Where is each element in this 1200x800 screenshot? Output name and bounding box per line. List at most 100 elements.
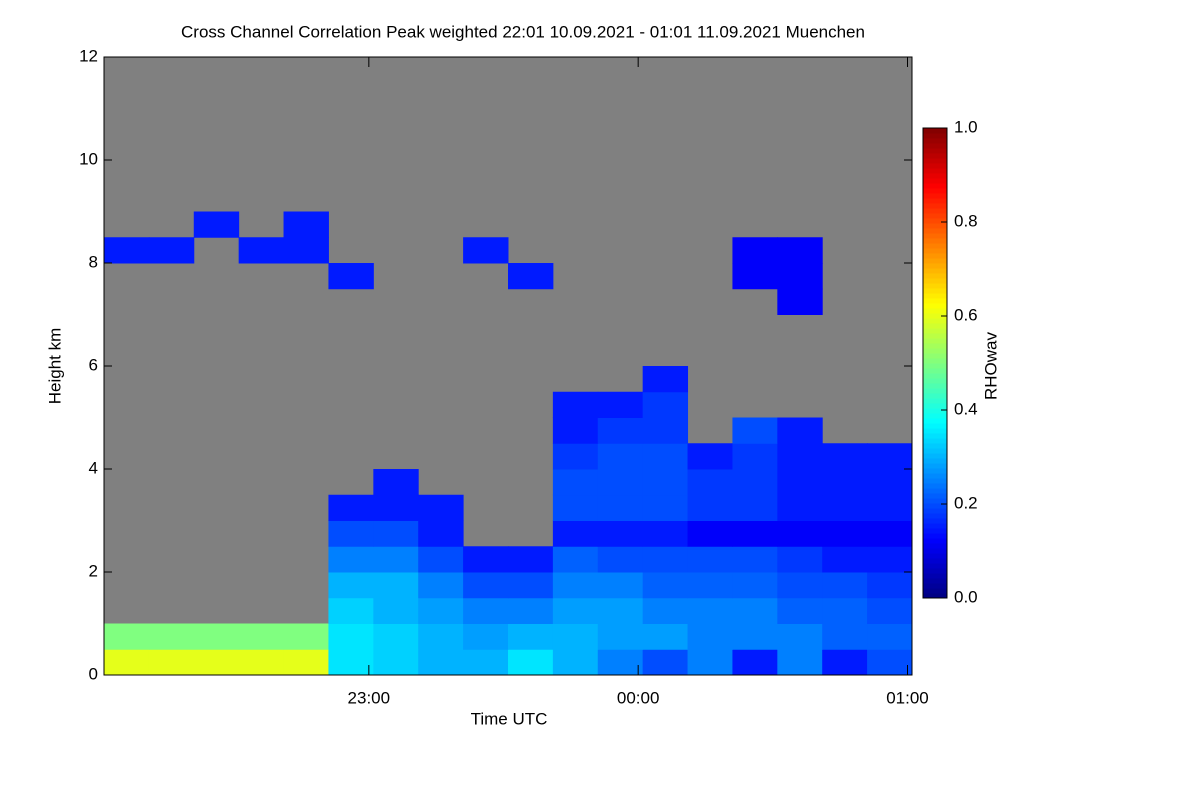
heatmap-cell <box>508 623 554 650</box>
y-tick-label: 4 <box>89 458 98 477</box>
y-tick-label: 2 <box>89 561 98 580</box>
colorbar-swatch <box>923 333 947 339</box>
colorbar-swatch <box>923 313 947 319</box>
heatmap-cell <box>822 623 868 650</box>
heatmap-cell <box>777 623 823 650</box>
colorbar-swatch <box>923 353 947 359</box>
heatmap-cell <box>508 572 554 599</box>
heatmap-cell <box>597 520 644 547</box>
colorbar-swatch <box>923 518 947 524</box>
colorbar-swatch <box>923 188 947 194</box>
heatmap-cell <box>777 263 823 290</box>
y-tick-label: 6 <box>89 355 98 374</box>
colorbar-swatch <box>923 513 947 519</box>
colorbar-swatch <box>923 263 947 269</box>
heatmap-cell <box>867 572 913 599</box>
colorbar-swatch <box>923 138 947 144</box>
colorbar-swatch <box>923 173 947 179</box>
heatmap-cell <box>328 494 374 521</box>
heatmap-cell <box>283 623 329 650</box>
heatmap-cell <box>328 623 374 650</box>
colorbar-swatch <box>923 423 947 429</box>
x-tick-label: 00:00 <box>617 688 660 707</box>
colorbar-swatch <box>923 568 947 574</box>
heatmap-cell <box>642 546 689 573</box>
heatmap-cell <box>642 391 689 418</box>
heatmap-cell <box>642 649 689 676</box>
colorbar-swatch <box>923 378 947 384</box>
colorbar-swatch <box>923 213 947 219</box>
colorbar-swatch <box>923 288 947 294</box>
heatmap-cell <box>238 237 285 264</box>
colorbar-swatch <box>923 438 947 444</box>
colorbar-swatch <box>923 133 947 139</box>
colorbar-swatch <box>923 468 947 474</box>
heatmap-cell <box>867 443 913 470</box>
heatmap-cell <box>597 443 644 470</box>
heatmap-cell <box>867 469 913 496</box>
colorbar-swatch <box>923 248 947 254</box>
heatmap-cell <box>283 211 329 238</box>
y-tick-label: 8 <box>89 252 98 271</box>
heatmap-cell <box>642 494 689 521</box>
colorbar-tick-label: 0.6 <box>954 305 978 324</box>
heatmap-cell <box>822 546 868 573</box>
colorbar-swatch <box>923 408 947 414</box>
colorbar-swatch <box>923 508 947 514</box>
colorbar-swatch <box>923 293 947 299</box>
heatmap-cell <box>642 520 689 547</box>
colorbar <box>923 128 947 599</box>
colorbar-swatch <box>923 148 947 154</box>
heatmap-cell <box>552 391 599 418</box>
heatmap-cell <box>777 469 823 496</box>
colorbar-swatch <box>923 223 947 229</box>
colorbar-swatch <box>923 543 947 549</box>
heatmap-cell <box>597 649 644 676</box>
colorbar-swatch <box>923 488 947 494</box>
heatmap-cell <box>822 469 868 496</box>
heatmap-cell <box>104 237 150 264</box>
heatmap-cell <box>597 572 644 599</box>
heatmap-cell <box>552 623 599 650</box>
heatmap-cell <box>104 623 150 650</box>
heatmap-cell <box>597 417 644 444</box>
heatmap-cell <box>373 546 419 573</box>
colorbar-swatch <box>923 443 947 449</box>
colorbar-swatch <box>923 273 947 279</box>
colorbar-swatch <box>923 393 947 399</box>
colorbar-swatch <box>923 548 947 554</box>
colorbar-swatch <box>923 303 947 309</box>
colorbar-swatch <box>923 203 947 209</box>
heatmap-cell <box>148 237 195 264</box>
colorbar-swatch <box>923 573 947 579</box>
colorbar-swatch <box>923 588 947 594</box>
colorbar-swatch <box>923 533 947 539</box>
heatmap-cell <box>418 597 464 624</box>
colorbar-swatch <box>923 523 947 529</box>
heatmap-cell <box>104 649 150 676</box>
heatmap-cell <box>508 263 554 290</box>
heatmap-cell <box>777 546 823 573</box>
heatmap-cell <box>687 443 733 470</box>
colorbar-swatch <box>923 368 947 374</box>
heatmap-cell <box>822 572 868 599</box>
heatmap-cell <box>552 443 599 470</box>
heatmap-cell <box>822 597 868 624</box>
colorbar-swatch <box>923 453 947 459</box>
heatmap-cell <box>373 469 419 496</box>
x-tick-label: 23:00 <box>348 688 391 707</box>
heatmap-cell <box>822 494 868 521</box>
heatmap-cell <box>552 469 599 496</box>
colorbar-swatch <box>923 218 947 224</box>
colorbar-swatch <box>923 233 947 239</box>
heatmap-cell <box>373 623 419 650</box>
heatmap-cell <box>867 494 913 521</box>
y-tick-label: 10 <box>79 149 98 168</box>
y-axis-label: Height km <box>45 328 64 405</box>
colorbar-swatch <box>923 563 947 569</box>
heatmap-cell <box>867 546 913 573</box>
heatmap-cell <box>328 597 374 624</box>
heatmap-cell <box>687 572 733 599</box>
colorbar-swatch <box>923 458 947 464</box>
heatmap-cell <box>777 417 823 444</box>
